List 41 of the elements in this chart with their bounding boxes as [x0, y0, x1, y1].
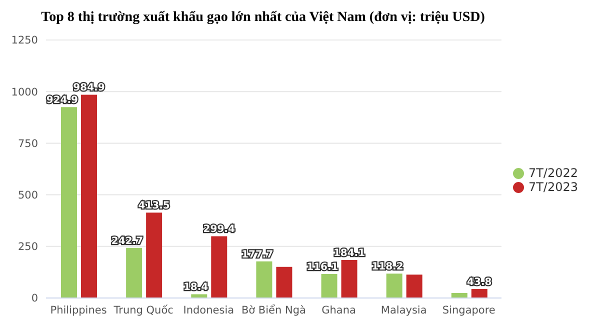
x-tick-label: Philippines: [50, 304, 107, 316]
x-tick-label: Malaysia: [380, 304, 427, 316]
bar: [471, 288, 488, 298]
y-tick-label: 250: [18, 241, 38, 254]
legend-label: 7T/2023: [528, 180, 578, 194]
data-label: 924.9: [46, 95, 78, 106]
data-label: 242.7: [111, 236, 144, 247]
bar: [146, 212, 162, 298]
bar: [451, 293, 468, 298]
x-tick-label: Bờ Biển Ngà: [241, 303, 306, 316]
x-tick-label: Trung Quốc: [112, 304, 174, 316]
chart-title: Top 8 thị trường xuất khẩu gạo lớn nhất của Việt Nam (đơn vị: triệu USD): [40, 9, 486, 27]
y-tick-label: 750: [18, 138, 38, 150]
bar: [341, 260, 358, 298]
legend-label: 7T/2022: [528, 166, 578, 180]
data-label: 116.1: [306, 262, 338, 274]
bar: [256, 261, 272, 298]
bar: [191, 294, 208, 298]
data-label: 413.5: [138, 200, 170, 212]
y-tick-label: 0: [31, 292, 38, 305]
bar: [61, 107, 77, 298]
data-label: 43.8: [467, 276, 492, 288]
y-tick-label: 500: [18, 190, 38, 202]
data-label: 184.1: [333, 248, 366, 259]
bar: [406, 274, 422, 298]
y-tick-label: 1250: [11, 34, 38, 47]
x-tick-label: Indonesia: [183, 304, 234, 316]
x-tick-label: Ghana: [322, 304, 356, 316]
data-label: 177.7: [242, 249, 274, 260]
x-tick-label: Singapore: [442, 304, 496, 316]
data-label: 18.4: [183, 282, 208, 294]
bar: [81, 94, 97, 298]
bar: [211, 236, 228, 298]
bar: [126, 248, 142, 298]
bar: [386, 274, 402, 298]
y-tick-label: 1000: [11, 86, 38, 98]
data-label: 984.9: [73, 82, 105, 94]
data-label: 118.2: [372, 262, 404, 273]
data-label: 299.4: [203, 224, 235, 236]
bar: [321, 274, 338, 298]
bar: [276, 266, 292, 298]
